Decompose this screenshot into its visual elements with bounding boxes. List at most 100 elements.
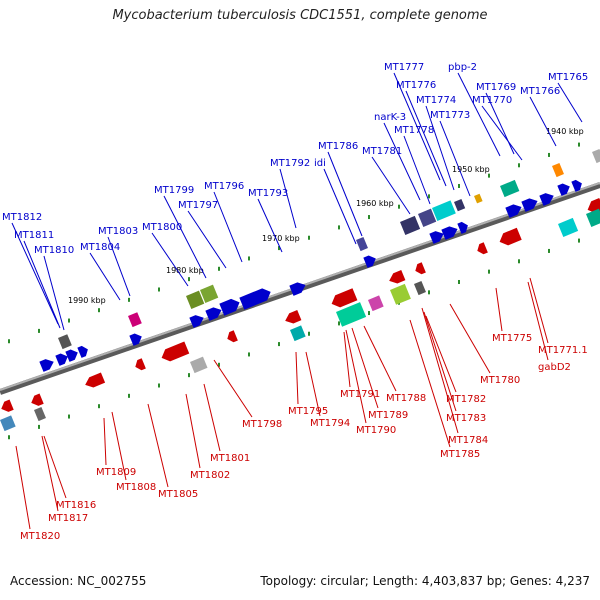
- gene-label-reverse[interactable]: MT1782: [446, 394, 486, 405]
- gene-arrow-forward[interactable]: [219, 297, 241, 316]
- feature-box: [367, 295, 384, 312]
- feature-box: [185, 290, 205, 309]
- kbp-tick-reverse: [158, 383, 160, 388]
- gene-label-forward[interactable]: narK-3: [374, 112, 406, 123]
- gene-label-reverse[interactable]: MT1785: [440, 449, 480, 460]
- gene-arrow-forward[interactable]: [39, 357, 55, 372]
- leader-line-forward: [163, 195, 207, 279]
- gene-label-forward[interactable]: MT1773: [430, 110, 470, 121]
- gene-label-reverse[interactable]: MT1808: [116, 482, 156, 493]
- feature-box: [127, 312, 142, 328]
- gene-label-forward[interactable]: MT1796: [204, 181, 244, 192]
- kbp-tick-reverse: [38, 424, 40, 429]
- gene-arrow-forward[interactable]: [65, 348, 79, 362]
- gene-label-forward[interactable]: MT1774: [416, 95, 456, 106]
- gene-label-forward[interactable]: MT1769: [476, 82, 516, 93]
- gene-arrow-forward[interactable]: [189, 313, 205, 328]
- gene-label-forward[interactable]: MT1765: [548, 72, 588, 83]
- feature-box: [592, 148, 600, 164]
- gene-arrow-forward[interactable]: [429, 229, 445, 244]
- gene-label-forward[interactable]: MT1800: [142, 222, 182, 233]
- gene-arrow-reverse[interactable]: [284, 310, 302, 326]
- gene-label-forward[interactable]: MT1776: [396, 80, 436, 91]
- gene-arrow-forward[interactable]: [457, 221, 469, 234]
- leader-line-forward: [107, 236, 131, 297]
- leader-line-forward: [151, 232, 189, 287]
- gene-label-reverse[interactable]: MT1798: [242, 419, 282, 430]
- gene-label-reverse[interactable]: MT1817: [48, 513, 88, 524]
- gene-label-reverse[interactable]: MT1805: [158, 489, 198, 500]
- gene-label-forward[interactable]: MT1799: [154, 185, 194, 196]
- gene-arrow-reverse[interactable]: [30, 393, 44, 407]
- gene-arrow-forward[interactable]: [441, 225, 459, 240]
- gene-label-reverse[interactable]: MT1775: [492, 333, 532, 344]
- gene-label-reverse[interactable]: MT1802: [190, 470, 230, 481]
- leader-line-reverse: [305, 351, 321, 417]
- gene-arrow-forward[interactable]: [55, 352, 69, 366]
- gene-label-reverse[interactable]: MT1790: [356, 425, 396, 436]
- gene-label-reverse[interactable]: gabD2: [538, 362, 571, 373]
- gene-label-forward[interactable]: pbp-2: [448, 62, 477, 73]
- gene-label-reverse[interactable]: MT1791: [340, 389, 380, 400]
- gene-arrow-forward[interactable]: [289, 281, 307, 296]
- gene-arrow-reverse[interactable]: [388, 270, 406, 286]
- gene-label-forward[interactable]: MT1792: [270, 158, 310, 169]
- gene-arrow-forward[interactable]: [505, 203, 523, 218]
- kbp-tick-forward: [428, 194, 430, 199]
- gene-label-reverse[interactable]: MT1789: [368, 410, 408, 421]
- gene-label-reverse[interactable]: MT1801: [210, 453, 250, 464]
- gene-label-forward[interactable]: MT1778: [394, 125, 434, 136]
- kbp-tick-forward: [188, 277, 190, 282]
- gene-label-reverse[interactable]: MT1794: [310, 418, 350, 429]
- gene-arrow-reverse[interactable]: [498, 227, 522, 247]
- gene-arrow-reverse[interactable]: [330, 288, 358, 309]
- gene-label-reverse[interactable]: MT1809: [96, 467, 136, 478]
- feature-box: [400, 215, 421, 235]
- gene-label-forward[interactable]: MT1793: [248, 188, 288, 199]
- gene-arrow-forward[interactable]: [521, 197, 539, 212]
- gene-arrow-reverse[interactable]: [134, 358, 146, 371]
- kbp-tick-reverse: [98, 404, 100, 409]
- gene-arrow-reverse[interactable]: [0, 399, 14, 413]
- gene-label-forward[interactable]: idi: [314, 158, 326, 169]
- kbp-tick-forward: [128, 297, 130, 302]
- gene-label-forward[interactable]: MT1810: [34, 245, 74, 256]
- gene-label-reverse[interactable]: MT1783: [446, 413, 486, 424]
- gene-label-forward[interactable]: MT1786: [318, 141, 358, 152]
- leader-line-reverse: [15, 445, 31, 530]
- gene-arrow-forward[interactable]: [205, 306, 223, 321]
- leader-line-forward: [393, 72, 441, 181]
- gene-arrow-forward[interactable]: [129, 332, 143, 346]
- gene-label-forward[interactable]: MT1812: [2, 212, 42, 223]
- gene-arrow-reverse[interactable]: [84, 372, 106, 389]
- gene-label-reverse[interactable]: MT1780: [480, 375, 520, 386]
- gene-label-reverse[interactable]: MT1788: [386, 393, 426, 404]
- gene-arrow-forward[interactable]: [363, 254, 377, 268]
- gene-label-forward[interactable]: MT1770: [472, 95, 512, 106]
- gene-arrow-forward[interactable]: [539, 191, 555, 206]
- gene-label-reverse[interactable]: MT1816: [56, 500, 96, 511]
- kbp-tick-forward: [248, 256, 250, 261]
- gene-label-forward[interactable]: MT1777: [384, 62, 424, 73]
- gene-label-forward[interactable]: MT1797: [178, 200, 218, 211]
- leader-line-forward: [485, 92, 515, 155]
- gene-label-reverse[interactable]: MT1820: [20, 531, 60, 542]
- gene-arrow-reverse[interactable]: [160, 341, 190, 363]
- gene-arrow-forward[interactable]: [239, 287, 272, 310]
- kbp-label: 1990 kbp: [68, 296, 106, 305]
- gene-label-reverse[interactable]: MT1771.1: [538, 345, 588, 356]
- gene-label-forward[interactable]: MT1781: [362, 146, 402, 157]
- gene-label-reverse[interactable]: MT1784: [448, 435, 488, 446]
- gene-label-reverse[interactable]: MT1795: [288, 406, 328, 417]
- gene-arrow-forward[interactable]: [571, 179, 583, 192]
- gene-label-forward[interactable]: MT1766: [520, 86, 560, 97]
- gene-arrow-reverse[interactable]: [414, 262, 426, 275]
- gene-label-forward[interactable]: MT1811: [14, 230, 54, 241]
- gene-arrow-reverse[interactable]: [476, 242, 488, 255]
- gene-label-forward[interactable]: MT1804: [80, 242, 120, 253]
- gene-arrow-forward[interactable]: [77, 345, 89, 358]
- gene-arrow-forward[interactable]: [557, 182, 571, 196]
- gene-arrow-reverse[interactable]: [226, 330, 238, 343]
- gene-label-forward[interactable]: MT1803: [98, 226, 138, 237]
